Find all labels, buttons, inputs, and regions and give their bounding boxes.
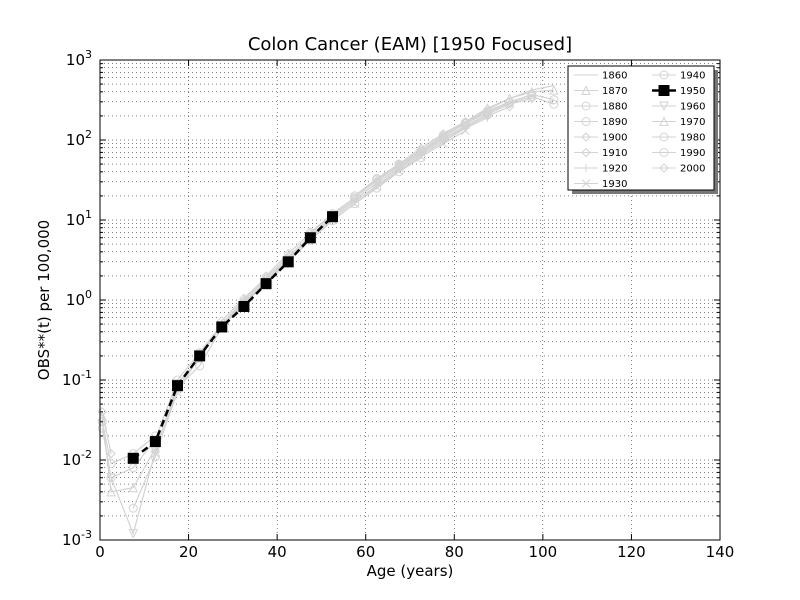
legend-entry-label: 1870 — [602, 86, 627, 97]
legend-swatch-marker — [581, 117, 591, 126]
series-1870-point — [526, 86, 537, 97]
series-1990-point — [97, 417, 107, 427]
x-tick-label: 80 — [445, 543, 464, 561]
legend-entry-label: 1960 — [680, 102, 705, 113]
series-1910-point — [504, 102, 515, 112]
series-2000-point — [106, 448, 116, 459]
legend-entry-label: 1900 — [602, 133, 627, 144]
series-1900-point — [504, 99, 515, 109]
legend-swatch-marker — [581, 132, 591, 142]
legend-entry-label: 1910 — [602, 148, 627, 159]
x-axis-label: Age (years) — [367, 562, 454, 580]
legend-entry-label: 1940 — [680, 71, 705, 82]
x-tick-label: 20 — [179, 543, 198, 561]
legend-swatch-marker — [659, 132, 669, 142]
series-1990-line — [101, 421, 156, 465]
legend-box — [567, 65, 715, 191]
series-1950-point — [149, 436, 161, 448]
legend-swatch-marker — [581, 179, 591, 188]
series-1970-point — [106, 486, 116, 497]
series-1960-point — [128, 529, 139, 539]
series-1990-point — [106, 459, 116, 469]
legend-swatch-marker — [581, 147, 591, 158]
legend-swatch-marker — [659, 116, 669, 126]
legend-entry-label: 2000 — [680, 164, 705, 175]
x-tick-label: 0 — [95, 543, 105, 561]
series-1930-point — [151, 449, 160, 459]
legend: 1860 1870 1880 1890 1900 1910 1920 1930 1940 1950… — [567, 65, 718, 194]
legend-entry-label: 1980 — [680, 133, 705, 144]
x-axis-ticks: 0 20 40 60 80 100 120 140 — [95, 60, 734, 561]
legend-swatch-marker — [659, 163, 669, 173]
series-1970-point — [150, 443, 161, 453]
x-tick-label: 60 — [356, 543, 375, 561]
legend-entry-label: 1950 — [680, 86, 705, 97]
series-1950-point — [216, 321, 228, 333]
legend-entry-label: 1880 — [602, 102, 627, 113]
series-1950-point — [127, 452, 139, 464]
legend-entry-label: 1920 — [602, 164, 627, 175]
legend-entry-label: 1890 — [602, 117, 627, 128]
series-1970-point — [128, 482, 139, 493]
legend-swatch-marker — [581, 85, 591, 95]
legend-swatch-marker — [659, 101, 669, 112]
legend-entry-label: 1930 — [602, 179, 627, 190]
legend-entry-label: 1990 — [680, 148, 705, 159]
legend-swatch-marker — [582, 164, 590, 172]
legend-swatch-marker — [659, 70, 669, 80]
series-1930-point — [438, 139, 448, 149]
series-1950-point — [260, 278, 272, 290]
series-1940-point — [394, 167, 404, 177]
series-1870-point — [549, 85, 559, 95]
y-axis-label: OBS**(t) per 100,000 — [35, 220, 53, 380]
series-1890-point — [549, 99, 559, 109]
x-tick-label: 120 — [617, 543, 646, 561]
series-1920-point — [483, 113, 492, 122]
series-1980-line — [101, 352, 201, 479]
series-1950-point — [304, 232, 316, 244]
legend-entry-label: 1860 — [602, 71, 627, 82]
series-1940-point — [350, 199, 360, 209]
series-1880-line — [354, 93, 555, 197]
x-tick-label: 140 — [706, 543, 735, 561]
series-1940-point — [416, 153, 426, 163]
legend-swatch-marker — [658, 85, 670, 96]
legend-swatch-marker — [659, 148, 669, 157]
series-1910-line — [221, 106, 510, 322]
series-1930-point — [461, 126, 470, 136]
series-1950-point — [172, 380, 183, 392]
series-1940-point — [372, 183, 382, 193]
focused-series — [127, 211, 338, 464]
series-1950-point — [238, 300, 250, 312]
series-1950-point — [194, 350, 206, 362]
series-1950-line — [132, 215, 334, 460]
series-1890-point — [527, 91, 537, 101]
series-1950-point — [327, 211, 338, 223]
legend-swatch-marker — [581, 101, 591, 111]
x-tick-label: 40 — [268, 543, 287, 561]
series-1950-point — [282, 256, 294, 268]
series-2000-line — [101, 411, 112, 454]
series-1940-point — [128, 503, 138, 513]
series-1920-line — [199, 117, 488, 353]
chart-title: Colon Cancer (EAM) [1950 Focused] — [248, 34, 572, 55]
series-1980-point — [106, 473, 116, 483]
series-1900-point — [527, 93, 537, 104]
legend-entry-label: 1970 — [680, 117, 705, 128]
x-tick-label: 100 — [529, 543, 558, 561]
